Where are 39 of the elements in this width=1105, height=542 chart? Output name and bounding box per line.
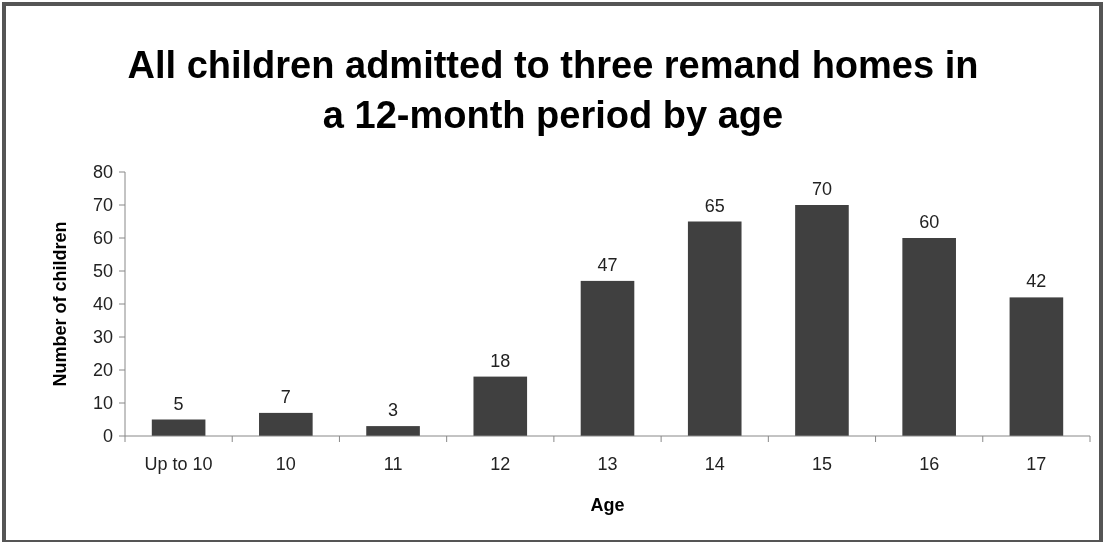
y-tick-label: 50: [92, 261, 113, 282]
bar: [473, 376, 528, 436]
x-tick-label: 16: [919, 454, 940, 474]
data-label: 65: [704, 195, 725, 216]
data-label: 70: [811, 179, 832, 199]
data-label: 7: [280, 386, 291, 407]
bar: [366, 426, 420, 436]
bar: [795, 205, 849, 436]
bar: [259, 412, 313, 436]
y-tick-label: 10: [92, 393, 113, 414]
y-tick-label: 80: [92, 162, 113, 183]
x-tick-label: 12: [490, 454, 511, 474]
data-label: 5: [173, 393, 184, 414]
x-tick-label: Up to 10: [144, 454, 213, 474]
x-tick-label: 14: [704, 454, 725, 474]
bar: [1009, 297, 1064, 436]
x-tick-label: 17: [1026, 454, 1047, 474]
data-label: 42: [1026, 271, 1047, 292]
x-tick-label: 15: [811, 454, 832, 474]
data-label: 3: [388, 400, 399, 421]
chart-title: All children admitted to three remand homes in a 12-month period by age: [127, 44, 979, 136]
bar: [687, 221, 742, 436]
bar: [151, 419, 206, 436]
y-tick-label: 60: [92, 228, 113, 249]
x-tick-label: 11: [383, 454, 403, 474]
y-tick-label: 20: [92, 360, 113, 381]
data-label: 60: [919, 212, 940, 232]
bar: [902, 238, 956, 436]
y-tick-label: 30: [92, 327, 113, 348]
x-axis-title: Age: [590, 495, 625, 515]
x-tick-label: 10: [275, 454, 296, 474]
data-label: 18: [490, 350, 511, 371]
y-tick-label: 40: [92, 294, 113, 315]
y-tick-label: 70: [92, 195, 113, 216]
x-tick-label: 13: [597, 454, 618, 474]
data-label: 47: [597, 254, 618, 275]
bar: [580, 280, 635, 436]
y-axis-title: Number of children: [50, 221, 70, 387]
y-tick-label: 0: [102, 426, 113, 447]
